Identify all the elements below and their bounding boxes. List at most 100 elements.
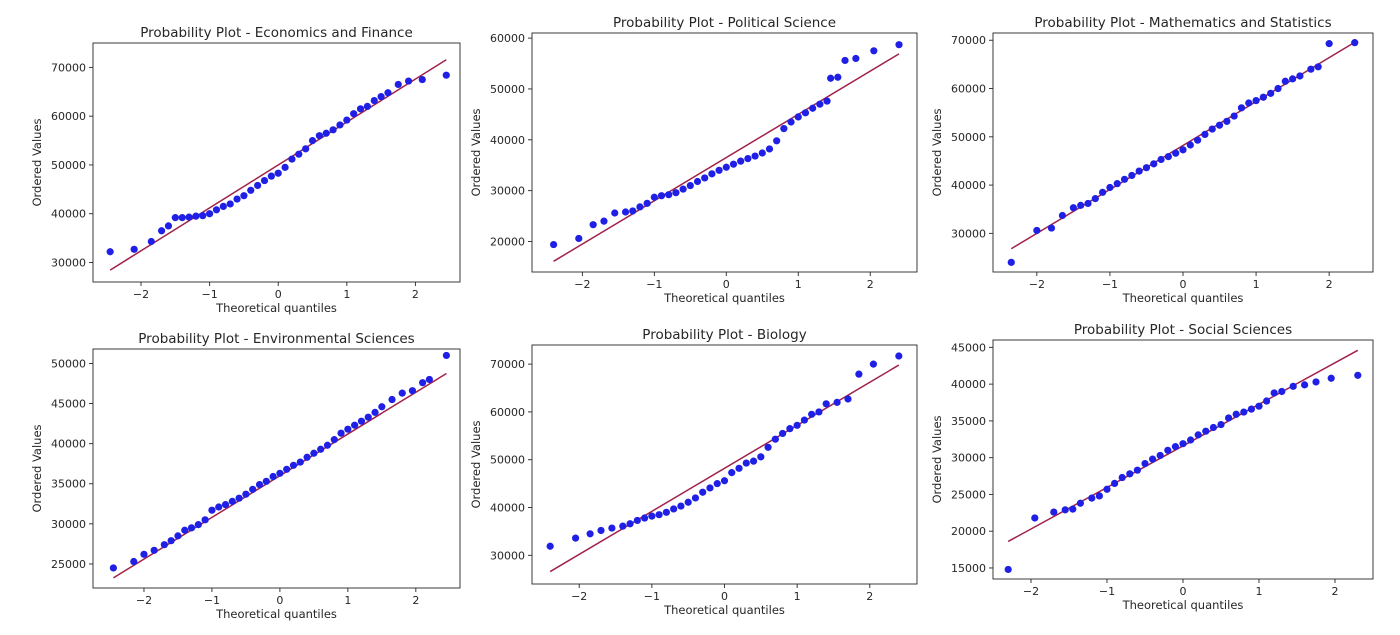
data-point [809, 104, 817, 112]
x-axis-label: Theoretical quantiles [663, 603, 785, 617]
data-point [1106, 183, 1114, 192]
y-tick-label: 50000 [490, 83, 525, 96]
data-point [1069, 505, 1077, 513]
subplot-4: Probability Plot - Environmental Science… [30, 331, 461, 621]
data-point [418, 75, 426, 84]
data-point [1354, 371, 1362, 379]
y-tick-label: 30000 [51, 256, 86, 269]
data-point [794, 113, 802, 121]
data-point [185, 213, 193, 221]
data-point [378, 403, 386, 411]
data-point [597, 526, 605, 535]
data-point [1301, 381, 1309, 389]
y-axis-label: Ordered Values [930, 108, 944, 196]
data-point [1179, 146, 1187, 154]
data-point [728, 469, 736, 477]
data-point [310, 449, 318, 457]
y-tick-label: 25000 [951, 488, 986, 501]
data-point [174, 532, 182, 540]
data-point [1133, 466, 1141, 474]
data-point [1091, 195, 1099, 203]
plot-title: Probability Plot - Biology [642, 327, 806, 343]
data-point [1150, 160, 1158, 168]
data-point [240, 192, 248, 200]
data-point [337, 429, 345, 437]
data-point [219, 202, 227, 210]
y-axis-label: Ordered Values [30, 118, 44, 206]
data-point [1069, 204, 1077, 212]
data-point [1289, 75, 1297, 83]
y-tick-label: 70000 [51, 61, 86, 74]
fit-line [553, 53, 900, 262]
data-point [425, 375, 434, 384]
data-point [1128, 171, 1136, 180]
y-tick-label: 45000 [951, 341, 986, 354]
x-tick-label: 2 [866, 590, 873, 603]
x-axis-label: Theoretical quantiles [663, 291, 785, 305]
x-tick-label: 2 [1332, 585, 1339, 598]
data-point [677, 502, 685, 510]
data-point [1164, 446, 1172, 454]
y-tick-label: 40000 [490, 134, 525, 147]
data-point [249, 485, 257, 493]
data-point [1141, 459, 1149, 468]
data-point [1351, 39, 1359, 47]
data-point [147, 237, 155, 246]
data-point [1171, 443, 1179, 451]
data-point [549, 240, 558, 249]
x-tick-label: −1 [646, 278, 662, 291]
data-point [228, 497, 236, 505]
data-point [822, 400, 830, 408]
x-tick-label: 2 [412, 288, 419, 301]
data-point [1209, 423, 1217, 432]
y-tick-label: 45000 [51, 398, 86, 411]
plot-title: Probability Plot - Political Science [613, 15, 836, 31]
data-point [1240, 408, 1248, 416]
data-point [713, 480, 721, 488]
data-point [384, 89, 392, 97]
axes-frame [992, 339, 1374, 580]
points-series [546, 352, 903, 550]
x-tick-label: 2 [867, 278, 874, 291]
data-point [679, 185, 687, 193]
y-tick-label: 40000 [51, 438, 86, 451]
data-point [317, 445, 325, 453]
data-point [1187, 436, 1195, 444]
x-tick-label: 0 [1180, 278, 1187, 291]
data-point [442, 351, 451, 360]
x-tick-label: −2 [133, 288, 149, 301]
data-point [171, 214, 179, 222]
y-tick-label: 70000 [951, 34, 986, 47]
data-point [1252, 96, 1260, 105]
subplot-2: Probability Plot - Political Science −2 −1… [469, 15, 918, 305]
data-point [765, 145, 774, 153]
data-point [130, 245, 138, 253]
y-tick-label: 60000 [951, 83, 986, 96]
data-point [371, 408, 379, 416]
axes-frame [531, 32, 918, 273]
data-point [160, 541, 168, 549]
data-point [744, 155, 752, 163]
data-point [164, 222, 173, 230]
data-point [749, 457, 758, 465]
data-point [109, 564, 117, 572]
data-point [1202, 427, 1210, 435]
data-point [1327, 374, 1335, 382]
data-point [1164, 153, 1172, 161]
data-point [1103, 485, 1111, 493]
data-point [157, 227, 166, 235]
x-axis-label: Theoretical quantiles [215, 301, 337, 315]
data-point [699, 488, 707, 496]
data-point [302, 145, 310, 153]
data-point [276, 469, 284, 477]
data-point [834, 73, 842, 81]
data-point [1095, 492, 1103, 500]
data-point [771, 435, 779, 443]
x-tick-label: −1 [202, 288, 218, 301]
points-series [1004, 371, 1362, 574]
data-point [571, 534, 580, 542]
data-point [693, 177, 702, 186]
data-point [357, 417, 366, 425]
data-point [254, 181, 262, 190]
data-point [708, 170, 716, 178]
